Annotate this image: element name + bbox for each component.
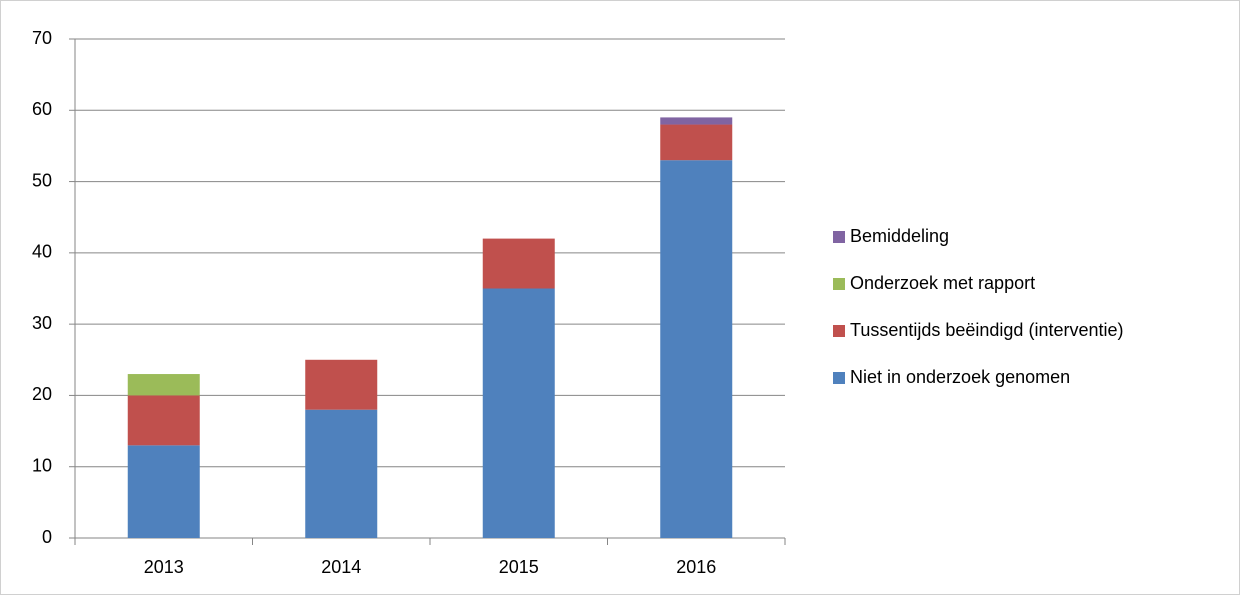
- legend-label: Onderzoek met rapport: [850, 273, 1035, 293]
- legend-swatch: [833, 325, 845, 337]
- bar-segment: [127, 445, 200, 538]
- bar-segment: [305, 359, 378, 410]
- bar-segment: [305, 409, 378, 538]
- y-tick-label: 40: [32, 242, 52, 262]
- y-tick-label: 60: [32, 99, 52, 119]
- legend-swatch: [833, 278, 845, 290]
- bar-segment: [127, 395, 200, 446]
- legend-label: Bemiddeling: [850, 226, 949, 246]
- legend-swatch: [833, 372, 845, 384]
- bar-segment: [660, 117, 733, 125]
- bar-segment: [482, 288, 555, 538]
- y-tick-label: 10: [32, 455, 52, 475]
- y-tick-label: 20: [32, 384, 52, 404]
- x-tick-label: 2015: [499, 557, 539, 577]
- x-tick-label: 2014: [321, 557, 361, 577]
- x-tick-label: 2013: [144, 557, 184, 577]
- bar-segment: [660, 124, 733, 161]
- bar-segment: [660, 160, 733, 538]
- x-tick-label: 2016: [676, 557, 716, 577]
- y-tick-label: 50: [32, 170, 52, 190]
- bar-segment: [127, 374, 200, 396]
- legend-label: Tussentijds beëindigd (interventie): [850, 320, 1123, 340]
- legend-label: Niet in onderzoek genomen: [850, 367, 1070, 387]
- y-tick-label: 30: [32, 313, 52, 333]
- legend-swatch: [833, 231, 845, 243]
- y-tick-label: 70: [32, 28, 52, 48]
- y-tick-label: 0: [42, 527, 52, 547]
- bar-segment: [482, 238, 555, 289]
